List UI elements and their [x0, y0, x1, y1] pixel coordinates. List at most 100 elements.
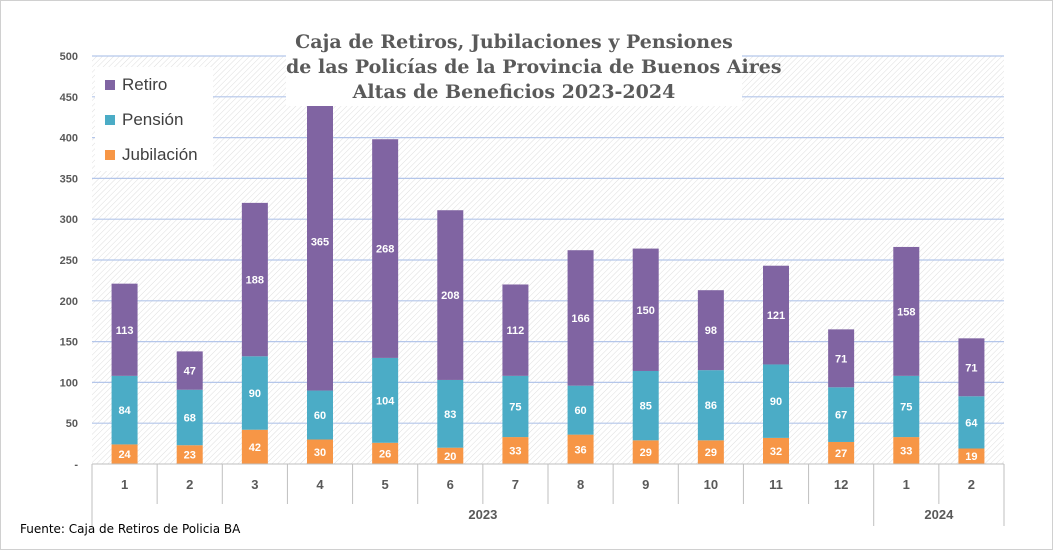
data-label-pension: 75	[900, 401, 912, 413]
data-label-pension: 90	[249, 388, 261, 400]
data-label-retiro: 188	[246, 275, 264, 287]
x-tick-label: 2	[186, 477, 193, 492]
x-tick-label: 3	[251, 477, 258, 492]
data-label-retiro: 71	[965, 362, 977, 374]
bar-retiro	[763, 265, 789, 365]
y-tick-label: -	[74, 459, 78, 471]
source-note: Fuente: Caja de Retiros de Policia BA	[20, 522, 241, 536]
bar-pension	[893, 375, 920, 438]
y-tick-label: 350	[60, 173, 78, 185]
y-tick-label: 100	[60, 377, 78, 389]
bar-pension	[437, 379, 464, 448]
data-label-retiro: 112	[507, 325, 525, 337]
bar-jubilacion	[111, 444, 138, 464]
bar-retiro	[111, 283, 138, 376]
legend-item-retiro: Retiro	[105, 75, 167, 95]
data-label-jubilacion: 30	[314, 447, 326, 459]
data-label-jubilacion: 20	[444, 451, 456, 463]
x-tick-label: 7	[512, 477, 519, 492]
legend-swatch-jubilacion	[105, 150, 115, 160]
data-label-retiro: 208	[441, 290, 459, 302]
x-tick-label: 10	[704, 477, 718, 492]
bar-jubilacion	[502, 437, 529, 464]
title-line-2: de las Policías de la Provincia de Bueno…	[286, 56, 782, 78]
bar-jubilacion	[763, 437, 789, 464]
data-label-jubilacion: 29	[705, 447, 717, 459]
year-group-label: 2024	[924, 507, 954, 522]
bar-pension	[307, 390, 333, 440]
data-label-retiro: 98	[705, 325, 717, 337]
x-tick-label: 5	[382, 477, 389, 492]
data-label-pension: 60	[314, 410, 326, 422]
bar-retiro	[828, 329, 855, 388]
legend-item-pension: Pensión	[105, 110, 183, 130]
y-tick-label: 500	[60, 51, 78, 63]
x-tick-label: 11	[769, 477, 783, 492]
x-tick-label: 1	[903, 477, 910, 492]
x-tick-label: 6	[447, 477, 454, 492]
bar-retiro	[632, 248, 659, 371]
bar-retiro	[958, 338, 985, 397]
data-label-jubilacion: 33	[900, 446, 912, 458]
bar-jubilacion	[893, 437, 920, 464]
bar-pension	[502, 375, 529, 438]
bar-jubilacion	[632, 440, 659, 464]
bar-retiro	[307, 92, 333, 391]
bar-retiro	[893, 246, 920, 376]
x-tick-label: 2	[968, 477, 975, 492]
legend-label-jubilacion: Jubilación	[122, 145, 198, 164]
data-label-retiro: 365	[311, 237, 329, 249]
title-line-1: Caja de Retiros, Jubilaciones y Pensione…	[295, 31, 733, 53]
data-label-jubilacion: 32	[770, 446, 782, 458]
data-label-pension: 64	[965, 417, 978, 429]
legend-swatch-retiro	[105, 80, 115, 90]
bar-retiro	[502, 284, 529, 376]
bar-jubilacion	[241, 429, 268, 464]
data-label-retiro: 158	[897, 306, 915, 318]
legend-label-retiro: Retiro	[122, 75, 168, 94]
data-label-jubilacion: 24	[118, 449, 131, 461]
data-label-jubilacion: 26	[379, 448, 391, 460]
x-tick-label: 4	[316, 477, 324, 492]
y-tick-label: 300	[60, 214, 78, 226]
data-label-jubilacion: 33	[509, 446, 521, 458]
data-label-retiro: 121	[767, 310, 785, 322]
y-tick-label: 250	[60, 255, 78, 267]
y-tick-label: 200	[60, 296, 78, 308]
bar-jubilacion	[176, 445, 203, 464]
bar-jubilacion	[437, 447, 464, 464]
bar-retiro	[176, 351, 203, 390]
data-label-jubilacion: 23	[184, 450, 196, 462]
data-label-retiro: 150	[637, 305, 655, 317]
data-label-pension: 68	[184, 412, 196, 424]
data-label-pension: 90	[770, 396, 782, 408]
data-label-jubilacion: 42	[249, 442, 261, 454]
data-label-pension: 104	[376, 395, 395, 407]
data-label-jubilacion: 36	[574, 444, 586, 456]
bar-pension	[828, 387, 855, 442]
bar-jubilacion	[828, 441, 855, 464]
bar-retiro	[697, 290, 724, 371]
data-label-retiro: 71	[835, 353, 847, 365]
year-group-label: 2023	[468, 507, 497, 522]
data-label-jubilacion: 29	[640, 447, 652, 459]
bar-pension	[763, 364, 789, 438]
y-tick-label: 450	[60, 92, 78, 104]
bar-jubilacion	[567, 434, 594, 464]
bar-pension	[241, 356, 268, 430]
bar-jubilacion	[697, 440, 724, 464]
bar-pension	[632, 370, 659, 441]
bars: 2484113236847429018830603652610426820832…	[111, 92, 985, 464]
data-label-jubilacion: 27	[835, 448, 847, 460]
legend-swatch-pension	[105, 115, 115, 125]
chart-title: Caja de Retiros, Jubilaciones y Pensione…	[286, 28, 782, 106]
bar-retiro	[372, 139, 399, 358]
data-label-pension: 85	[640, 401, 652, 413]
x-tick-label: 8	[577, 477, 584, 492]
data-label-retiro: 113	[116, 325, 134, 337]
data-label-retiro: 47	[184, 366, 196, 378]
data-label-retiro: 166	[571, 313, 589, 325]
legend: Retiro Pensión Jubilación	[95, 67, 213, 171]
data-label-retiro: 268	[376, 244, 394, 256]
